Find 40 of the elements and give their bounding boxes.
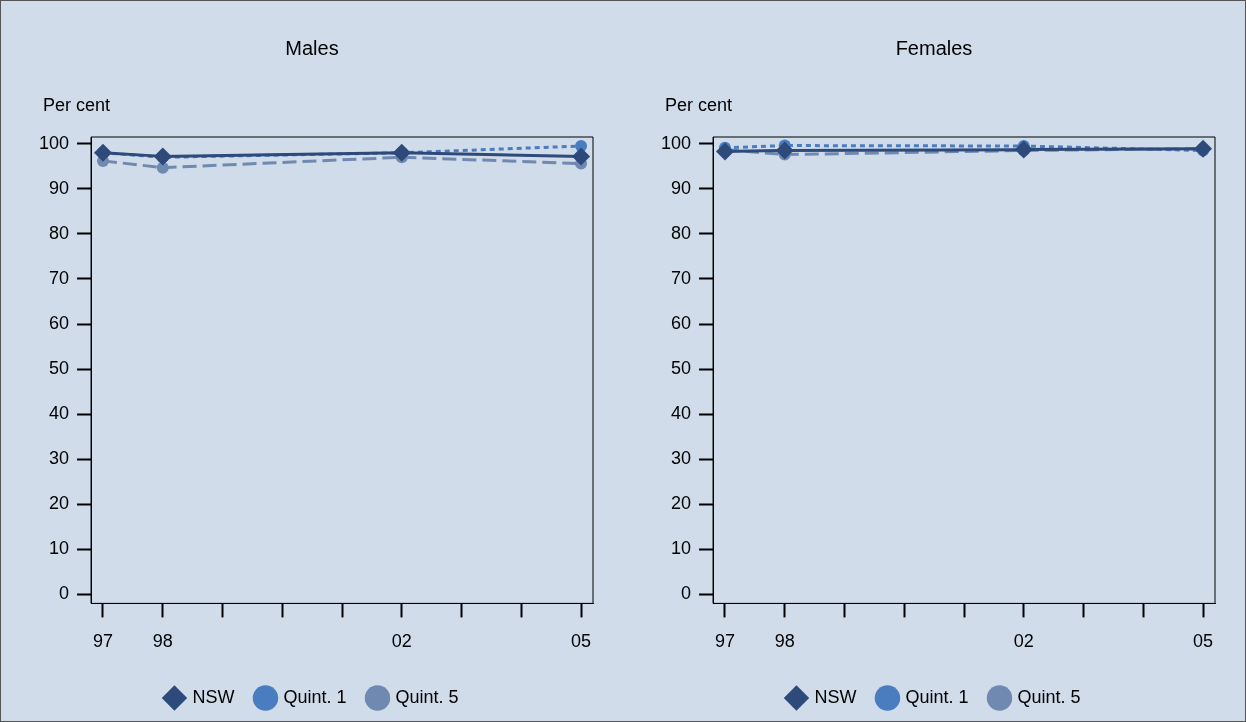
x-tick-label: 97 — [92, 631, 113, 652]
chart-title: Females — [895, 36, 973, 59]
legend-label: NSW — [814, 686, 857, 707]
legend-label: Quint. 1 — [905, 686, 969, 707]
x-tick-label: 97 — [714, 631, 735, 652]
y-tick-label: 100 — [38, 132, 70, 153]
y-tick-label: 50 — [49, 358, 70, 379]
y-tick-label: 10 — [671, 538, 692, 559]
legend-label: NSW — [192, 686, 235, 707]
x-tick-label: 02 — [391, 631, 412, 652]
legend-label: Quint. 5 — [395, 686, 459, 707]
y-tick-label: 70 — [49, 267, 70, 288]
legend-label: Quint. 1 — [283, 686, 347, 707]
y-tick-label: 70 — [671, 267, 692, 288]
y-tick-label: 30 — [49, 448, 70, 469]
x-tick-label: 98 — [774, 631, 795, 652]
y-tick-label: 80 — [49, 222, 70, 243]
y-tick-label: 0 — [59, 583, 70, 604]
y-tick-label: 60 — [49, 312, 70, 333]
y-axis-title: Per cent — [665, 95, 733, 115]
y-tick-label: 90 — [49, 177, 70, 198]
chart-title: Males — [285, 36, 339, 59]
y-tick-label: 0 — [681, 583, 692, 604]
y-tick-label: 20 — [671, 493, 692, 514]
x-tick-label: 05 — [1193, 631, 1214, 652]
y-tick-label: 50 — [671, 358, 692, 379]
y-tick-label: 10 — [49, 538, 70, 559]
y-tick-label: 40 — [671, 403, 692, 424]
y-tick-label: 20 — [49, 493, 70, 514]
x-tick-label: 02 — [1013, 631, 1034, 652]
y-tick-label: 80 — [671, 222, 692, 243]
x-tick-label: 05 — [571, 631, 592, 652]
x-tick-label: 98 — [152, 631, 173, 652]
y-tick-label: 60 — [671, 312, 692, 333]
y-tick-label: 30 — [671, 448, 692, 469]
y-axis-title: Per cent — [43, 95, 111, 115]
y-tick-label: 90 — [671, 177, 692, 198]
legend-label: Quint. 5 — [1017, 686, 1081, 707]
y-tick-label: 100 — [660, 132, 692, 153]
y-tick-label: 40 — [49, 403, 70, 424]
